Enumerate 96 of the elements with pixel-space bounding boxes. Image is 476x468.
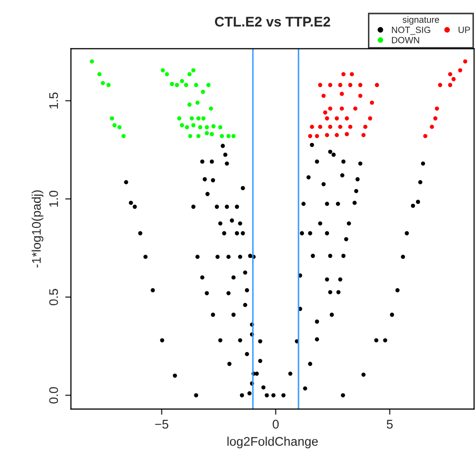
point [90,59,94,64]
point [451,77,456,82]
point [463,59,468,64]
point [344,116,349,120]
point [112,123,117,128]
point [231,134,236,138]
point [324,116,330,120]
point [220,134,224,138]
point [194,82,198,88]
point [344,132,349,136]
point [201,116,206,120]
point [100,80,105,86]
point [200,90,206,94]
point [322,94,326,98]
point [324,132,330,138]
point [448,82,452,88]
point [423,134,428,138]
point [314,134,320,138]
point [218,125,222,130]
point [196,116,200,120]
x-tick-label: 0 [272,420,279,429]
point [211,124,216,128]
point [340,106,344,111]
point [318,82,322,88]
point [430,124,434,129]
point [190,116,194,120]
point [188,134,192,138]
point [438,82,442,88]
point [433,116,438,120]
point [226,134,231,138]
point [328,106,332,111]
y-tick-label: 0.5 [49,288,58,306]
point [370,100,374,105]
point [180,123,184,128]
point [117,125,122,130]
point [340,92,344,96]
point [318,124,322,129]
point [323,110,328,115]
x-tick-label: −5 [155,420,168,429]
point [310,124,314,129]
point [160,68,165,72]
point [122,134,126,138]
point [348,82,352,88]
point [361,132,366,138]
point [184,125,190,130]
legend-label: NOT_SIG [392,26,430,35]
point [448,72,452,76]
point [97,72,102,76]
point [368,116,372,120]
point [328,124,332,129]
point [458,68,462,72]
point [358,82,362,88]
point [184,82,188,88]
point [353,106,358,111]
legend-title: signature [402,16,440,25]
point [358,94,362,98]
chart-title: CTL.E2 vs TTP.E2 [214,16,330,27]
point [206,82,211,88]
point [177,116,182,120]
x-axis-title: log2FoldChange [227,436,318,448]
point [338,124,342,129]
point [195,100,200,105]
point [164,72,170,76]
point [363,124,368,129]
y-tick-label: 1.0 [49,190,58,207]
point [204,131,209,136]
point [341,72,346,76]
point [334,132,339,138]
point [106,82,111,88]
point [191,68,196,72]
point [196,134,200,138]
point [208,106,214,111]
point [334,116,339,120]
point [204,125,209,130]
y-tick-label: 1.5 [49,92,58,108]
point [374,82,380,88]
point [210,132,214,136]
point [110,116,114,120]
point [348,124,352,129]
point [338,82,342,88]
y-axis-title: -1*log10(padj) [32,190,44,268]
point [434,106,440,111]
point [350,72,354,76]
legend-label: DOWN [392,36,420,44]
legend-label: UP [458,26,470,34]
point [308,134,312,138]
x-tick-label: 5 [386,420,393,429]
point [328,82,332,88]
point [174,82,180,88]
point [198,125,202,130]
y-tick-label: 0.0 [49,387,58,404]
point [180,78,184,84]
point [187,102,192,107]
point [191,123,196,128]
point [170,82,174,86]
point [187,72,192,76]
